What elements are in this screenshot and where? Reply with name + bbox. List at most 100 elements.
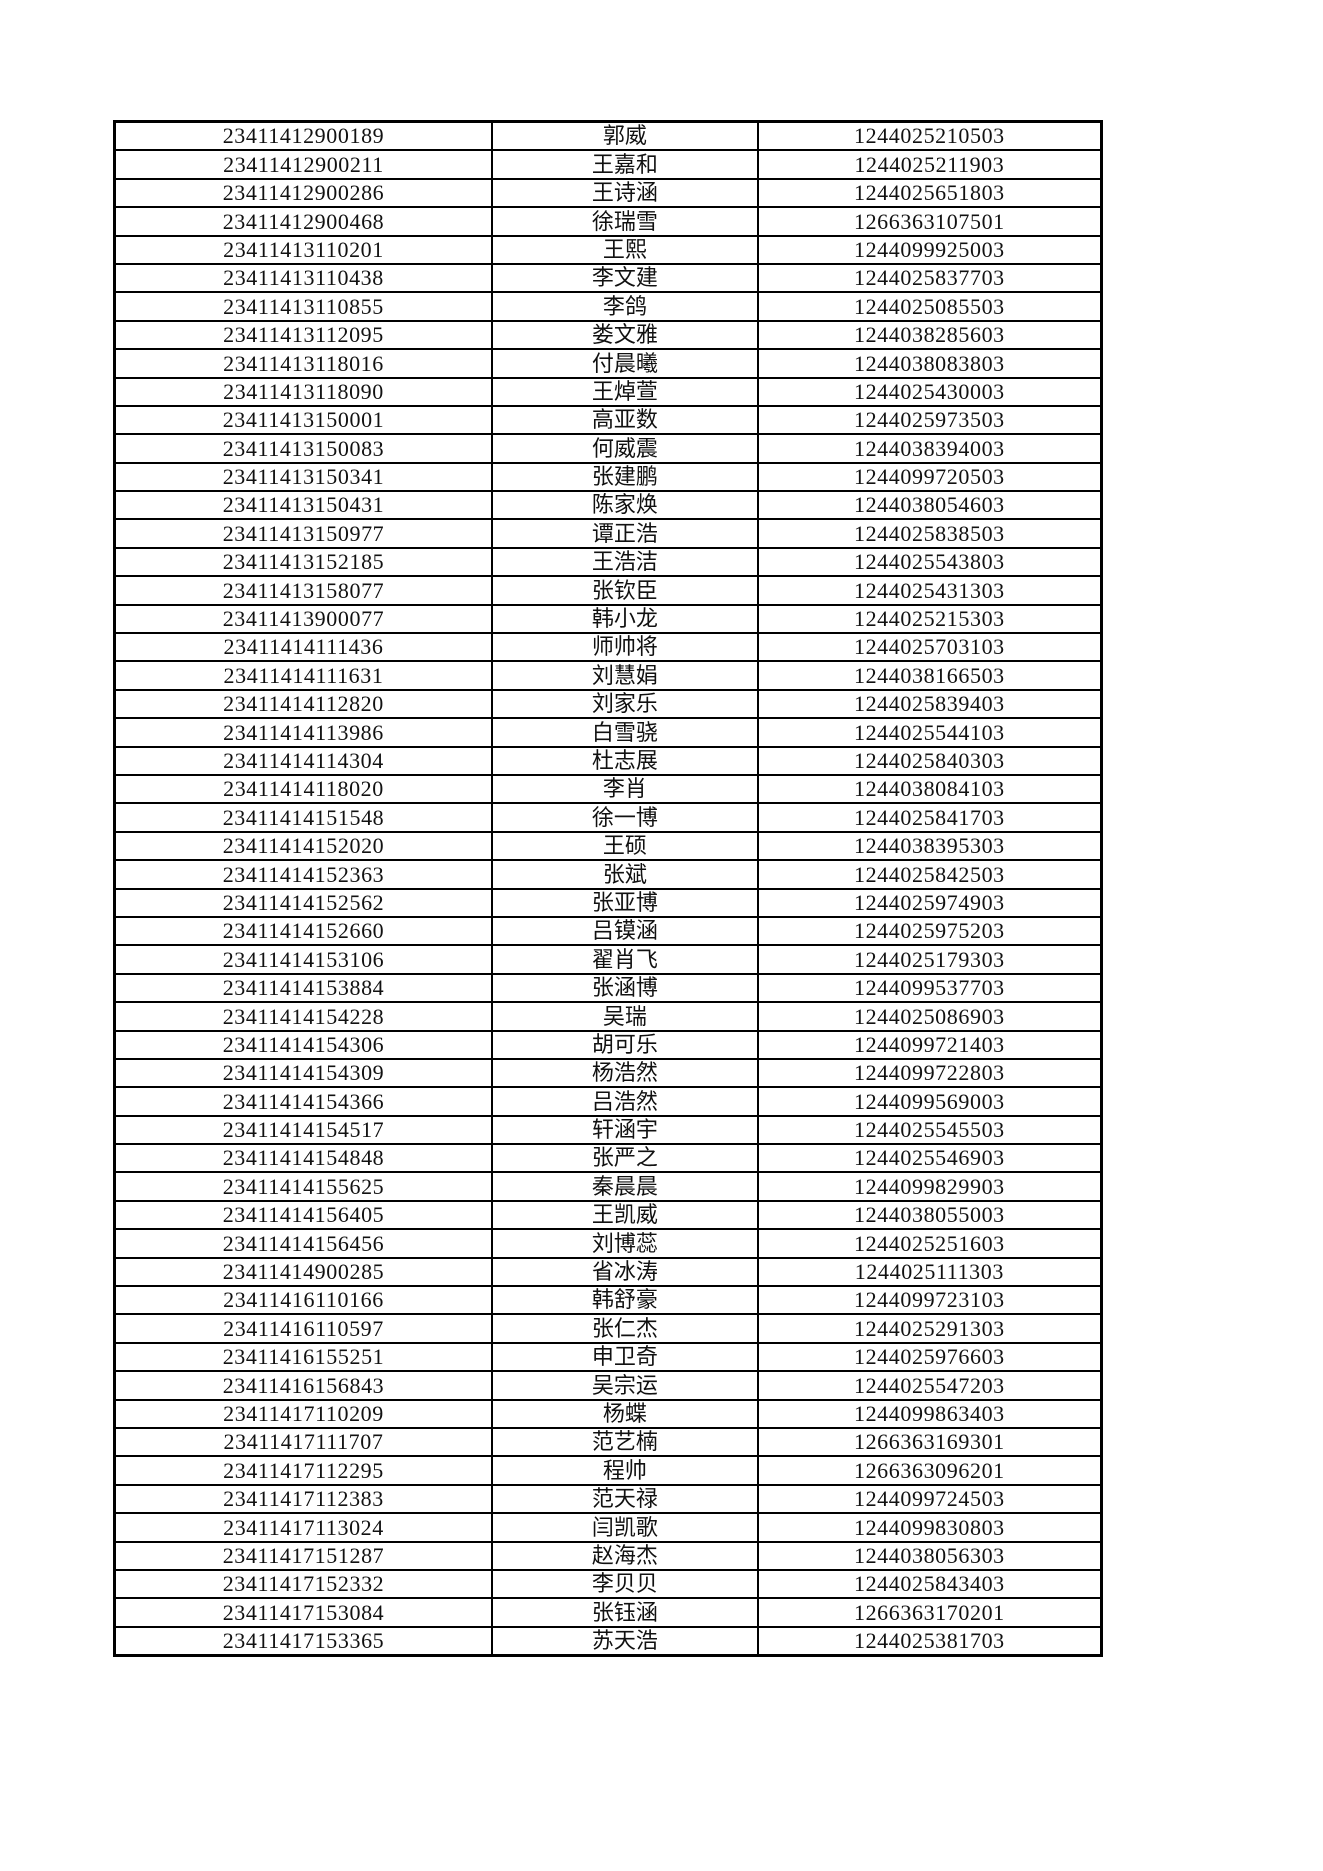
name-cell: 娄文雅 — [491, 319, 759, 351]
table-row: 23411417113024 闫凯歌 1244099830803 — [113, 1512, 1103, 1543]
exam-number-cell: 23411414111631 — [113, 660, 494, 691]
table-row: 23411414151548 徐一博 1244025841703 — [113, 802, 1103, 833]
name-cell: 吴瑞 — [491, 1001, 759, 1032]
table-row: 23411416110597 张仁杰 1244025291303 — [113, 1313, 1103, 1344]
table-row: 23411413150341 张建鹏 1244099720503 — [113, 461, 1103, 493]
table-row: 23411414155625 秦晨晨 1244099829903 — [113, 1171, 1103, 1202]
table-row: 23411412900468 徐瑞雪 1266363107501 — [113, 206, 1103, 237]
data-table: 23411412900189 郭威 1244025210503 23411412900… — [113, 120, 1103, 1658]
exam-number-cell: 23411414151548 — [113, 802, 494, 833]
exam-number-cell: 23411414154517 — [113, 1114, 494, 1146]
id-number-cell: 1244025973503 — [756, 404, 1103, 436]
table-row: 23411417152332 李贝贝 1244025843403 — [113, 1568, 1103, 1600]
name-cell: 谭正浩 — [491, 518, 759, 549]
exam-number-cell: 23411417153084 — [113, 1597, 494, 1628]
exam-number-cell: 23411413158077 — [113, 575, 494, 606]
table-row: 23411416110166 韩舒豪 1244099723103 — [113, 1285, 1103, 1316]
exam-number-cell: 23411414111436 — [113, 632, 494, 663]
name-cell: 付晨曦 — [491, 348, 759, 379]
id-number-cell: 1266363107501 — [756, 206, 1103, 237]
exam-number-cell: 23411417110209 — [113, 1398, 494, 1429]
exam-number-cell: 23411416156843 — [113, 1370, 494, 1401]
name-cell: 范天禄 — [491, 1483, 759, 1515]
name-cell: 轩涵宇 — [491, 1114, 759, 1146]
id-number-cell: 1244099724503 — [756, 1483, 1103, 1515]
id-number-cell: 1244025543803 — [756, 546, 1103, 578]
table-row: 23411413150977 谭正浩 1244025838503 — [113, 518, 1103, 549]
exam-number-cell: 23411413110201 — [113, 234, 494, 265]
name-cell: 张涵博 — [491, 972, 759, 1004]
id-number-cell: 1244025210503 — [756, 120, 1103, 152]
name-cell: 张仁杰 — [491, 1313, 759, 1344]
name-cell: 郭威 — [491, 120, 759, 152]
id-number-cell: 1244038285603 — [756, 319, 1103, 351]
id-number-cell: 1244025544103 — [756, 717, 1103, 748]
table-row: 23411414114304 杜志展 1244025840303 — [113, 745, 1103, 776]
exam-number-cell: 23411414114304 — [113, 745, 494, 776]
name-cell: 秦晨晨 — [491, 1171, 759, 1202]
exam-number-cell: 23411417113024 — [113, 1512, 494, 1543]
id-number-cell: 1244038083803 — [756, 348, 1103, 379]
table-row: 23411414111436 师帅将 1244025703103 — [113, 632, 1103, 663]
name-cell: 省冰涛 — [491, 1256, 759, 1288]
name-cell: 刘博蕊 — [491, 1228, 759, 1259]
table-row: 23411413118090 王焯萱 1244025430003 — [113, 376, 1103, 407]
name-cell: 程帅 — [491, 1455, 759, 1486]
table-row: 23411414111631 刘慧娟 1244038166503 — [113, 660, 1103, 691]
table-row: 23411413900077 韩小龙 1244025215303 — [113, 603, 1103, 635]
table-row: 23411414118020 李肖 1244038084103 — [113, 773, 1103, 805]
table-row: 23411417151287 赵海杰 1244038056303 — [113, 1540, 1103, 1571]
id-number-cell: 1244099569003 — [756, 1086, 1103, 1117]
id-number-cell: 1244038055003 — [756, 1199, 1103, 1231]
exam-number-cell: 23411414152363 — [113, 859, 494, 890]
table-row: 23411413152185 王浩洁 1244025543803 — [113, 546, 1103, 578]
table-row: 23411414154517 轩涵宇 1244025545503 — [113, 1114, 1103, 1146]
id-number-cell: 1244025179303 — [756, 944, 1103, 975]
exam-number-cell: 23411414113986 — [113, 717, 494, 748]
table-row: 23411413150001 高亚数 1244025973503 — [113, 404, 1103, 436]
id-number-cell: 1244025291303 — [756, 1313, 1103, 1344]
exam-number-cell: 23411413150341 — [113, 461, 494, 493]
table-row: 23411417112383 范天禄 1244099724503 — [113, 1483, 1103, 1515]
exam-number-cell: 23411414154228 — [113, 1001, 494, 1032]
id-number-cell: 1244099863403 — [756, 1398, 1103, 1429]
exam-number-cell: 23411414118020 — [113, 773, 494, 805]
exam-number-cell: 23411413150431 — [113, 490, 494, 521]
table-row: 23411414154228 吴瑞 1244025086903 — [113, 1001, 1103, 1032]
table-row: 23411414154306 胡可乐 1244099721403 — [113, 1029, 1103, 1060]
id-number-cell: 1244099723103 — [756, 1285, 1103, 1316]
table-row: 23411412900189 郭威 1244025210503 — [113, 120, 1103, 152]
name-cell: 王凯威 — [491, 1199, 759, 1231]
exam-number-cell: 23411413150977 — [113, 518, 494, 549]
table-row: 23411414152020 王硕 1244038395303 — [113, 830, 1103, 862]
exam-number-cell: 23411414154848 — [113, 1143, 494, 1174]
exam-number-cell: 23411413112095 — [113, 319, 494, 351]
id-number-cell: 1244025546903 — [756, 1143, 1103, 1174]
id-number-cell: 1244025085503 — [756, 291, 1103, 322]
name-cell: 王浩洁 — [491, 546, 759, 578]
name-cell: 张钦臣 — [491, 575, 759, 606]
table-row: 23411413110438 李文建 1244025837703 — [113, 262, 1103, 294]
exam-number-cell: 23411416110166 — [113, 1285, 494, 1316]
id-number-cell: 1244025111303 — [756, 1256, 1103, 1288]
name-cell: 闫凯歌 — [491, 1512, 759, 1543]
exam-number-cell: 23411413110855 — [113, 291, 494, 322]
id-number-cell: 1244025841703 — [756, 802, 1103, 833]
id-number-cell: 1244099537703 — [756, 972, 1103, 1004]
name-cell: 王嘉和 — [491, 149, 759, 180]
exam-number-cell: 23411414156456 — [113, 1228, 494, 1259]
exam-number-cell: 23411417151287 — [113, 1540, 494, 1571]
table-row: 23411416156843 吴宗运 1244025547203 — [113, 1370, 1103, 1401]
name-cell: 申卫奇 — [491, 1341, 759, 1373]
exam-number-cell: 23411412900286 — [113, 177, 494, 209]
id-number-cell: 1244025975203 — [756, 915, 1103, 947]
name-cell: 苏天浩 — [491, 1625, 759, 1657]
exam-number-cell: 23411416155251 — [113, 1341, 494, 1373]
name-cell: 李贝贝 — [491, 1568, 759, 1600]
exam-number-cell: 23411413110438 — [113, 262, 494, 294]
name-cell: 韩舒豪 — [491, 1285, 759, 1316]
id-number-cell: 1244038056303 — [756, 1540, 1103, 1571]
name-cell: 杨浩然 — [491, 1057, 759, 1089]
table-row: 23411414152660 吕镆涵 1244025975203 — [113, 915, 1103, 947]
id-number-cell: 1244099721403 — [756, 1029, 1103, 1060]
